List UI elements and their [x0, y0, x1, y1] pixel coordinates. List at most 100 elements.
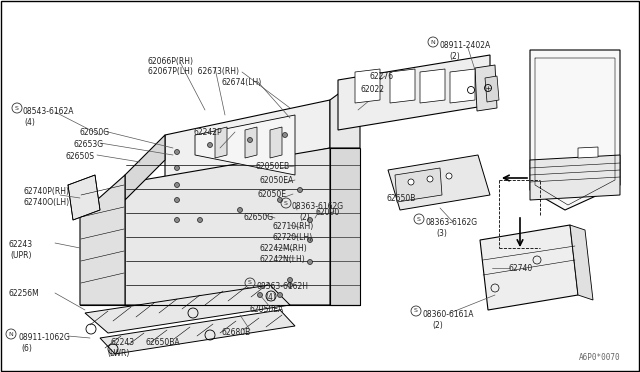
- Polygon shape: [125, 148, 330, 305]
- Circle shape: [307, 218, 312, 222]
- Text: 62050EB: 62050EB: [255, 162, 289, 171]
- Circle shape: [278, 292, 282, 298]
- Text: 08363-6162G: 08363-6162G: [292, 202, 344, 211]
- Circle shape: [237, 208, 243, 212]
- Polygon shape: [245, 127, 257, 158]
- Circle shape: [287, 282, 292, 288]
- Circle shape: [307, 260, 312, 264]
- Circle shape: [446, 173, 452, 179]
- Text: 08543-6162A: 08543-6162A: [22, 107, 74, 116]
- Text: (2): (2): [299, 213, 310, 222]
- Text: 62653G: 62653G: [73, 140, 103, 149]
- Text: 08360-6161A: 08360-6161A: [423, 310, 474, 319]
- Polygon shape: [338, 55, 490, 130]
- Text: S: S: [248, 280, 252, 285]
- Text: (3): (3): [436, 229, 447, 238]
- Polygon shape: [165, 100, 330, 183]
- Polygon shape: [330, 148, 360, 305]
- Text: (UPR): (UPR): [10, 251, 31, 260]
- Polygon shape: [270, 127, 282, 158]
- Text: S: S: [15, 106, 19, 110]
- Polygon shape: [100, 310, 295, 354]
- Text: 62066P(RH): 62066P(RH): [148, 57, 194, 66]
- Text: A6P0*0070: A6P0*0070: [579, 353, 620, 362]
- Circle shape: [175, 166, 179, 170]
- Polygon shape: [390, 69, 415, 103]
- Circle shape: [175, 198, 179, 202]
- Circle shape: [198, 218, 202, 222]
- Text: 62050EA: 62050EA: [249, 305, 284, 314]
- Polygon shape: [485, 76, 499, 102]
- Text: 08363-6162G: 08363-6162G: [426, 218, 478, 227]
- Polygon shape: [215, 127, 227, 158]
- Circle shape: [175, 218, 179, 222]
- Text: (6): (6): [21, 344, 32, 353]
- Polygon shape: [395, 168, 442, 202]
- Text: (LWR): (LWR): [107, 349, 129, 358]
- Circle shape: [287, 278, 292, 282]
- Text: (4): (4): [265, 293, 276, 302]
- Polygon shape: [68, 175, 100, 220]
- Polygon shape: [388, 155, 490, 210]
- Polygon shape: [85, 285, 290, 333]
- Text: 62650BA: 62650BA: [146, 338, 180, 347]
- Text: 62256M: 62256M: [8, 289, 39, 298]
- Circle shape: [175, 183, 179, 187]
- Text: 62740P(RH): 62740P(RH): [23, 187, 69, 196]
- Text: 62740: 62740: [509, 264, 533, 273]
- Circle shape: [282, 132, 287, 138]
- Circle shape: [298, 187, 303, 192]
- Text: S: S: [417, 217, 421, 221]
- Polygon shape: [450, 69, 475, 103]
- Polygon shape: [195, 115, 295, 175]
- Text: 62276: 62276: [370, 72, 394, 81]
- Circle shape: [248, 138, 253, 142]
- Polygon shape: [530, 155, 620, 200]
- Text: 08911-2402A: 08911-2402A: [440, 41, 492, 50]
- Text: 62067P(LH)  62673(RH): 62067P(LH) 62673(RH): [148, 67, 239, 76]
- Text: 62680B: 62680B: [222, 328, 252, 337]
- Text: 62720(LH): 62720(LH): [273, 233, 313, 242]
- Text: 62022: 62022: [361, 85, 385, 94]
- Text: 62243: 62243: [110, 338, 134, 347]
- Polygon shape: [475, 65, 497, 111]
- Polygon shape: [530, 50, 620, 210]
- Text: 62050G: 62050G: [79, 128, 109, 137]
- Text: N: N: [431, 39, 435, 45]
- Circle shape: [175, 150, 179, 154]
- Text: 62242M(RH): 62242M(RH): [260, 244, 308, 253]
- Text: (2): (2): [449, 52, 460, 61]
- Polygon shape: [570, 225, 593, 300]
- Polygon shape: [420, 69, 445, 103]
- Text: 62650G: 62650G: [243, 213, 273, 222]
- Circle shape: [307, 237, 312, 243]
- Text: 62090: 62090: [316, 208, 340, 217]
- Text: 62650S: 62650S: [65, 152, 94, 161]
- Text: 62674(LH): 62674(LH): [222, 78, 262, 87]
- Polygon shape: [330, 78, 360, 148]
- Polygon shape: [578, 147, 598, 158]
- Text: (4): (4): [24, 118, 35, 127]
- Circle shape: [427, 176, 433, 182]
- Text: 62650B: 62650B: [387, 194, 417, 203]
- Circle shape: [207, 142, 212, 148]
- Text: 62242N(LH): 62242N(LH): [260, 255, 306, 264]
- Text: 08911-1062G: 08911-1062G: [18, 333, 70, 342]
- Text: (2): (2): [432, 321, 443, 330]
- Text: S: S: [284, 201, 288, 205]
- Polygon shape: [480, 225, 578, 310]
- Polygon shape: [355, 69, 380, 103]
- Circle shape: [257, 292, 262, 298]
- Text: 62243: 62243: [8, 240, 32, 249]
- Text: 62050E: 62050E: [258, 190, 287, 199]
- Text: N: N: [8, 331, 13, 337]
- Polygon shape: [125, 135, 165, 200]
- Text: 62740O(LH): 62740O(LH): [23, 198, 69, 207]
- Text: 62242P: 62242P: [193, 128, 221, 137]
- Circle shape: [278, 198, 282, 202]
- Text: 62050EA: 62050EA: [260, 176, 294, 185]
- Text: 08363-6162H: 08363-6162H: [257, 282, 309, 291]
- Text: 62710(RH): 62710(RH): [273, 222, 314, 231]
- Polygon shape: [80, 175, 125, 305]
- Circle shape: [408, 179, 414, 185]
